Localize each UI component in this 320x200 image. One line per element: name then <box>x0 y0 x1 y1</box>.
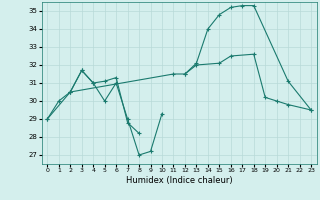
X-axis label: Humidex (Indice chaleur): Humidex (Indice chaleur) <box>126 176 233 185</box>
